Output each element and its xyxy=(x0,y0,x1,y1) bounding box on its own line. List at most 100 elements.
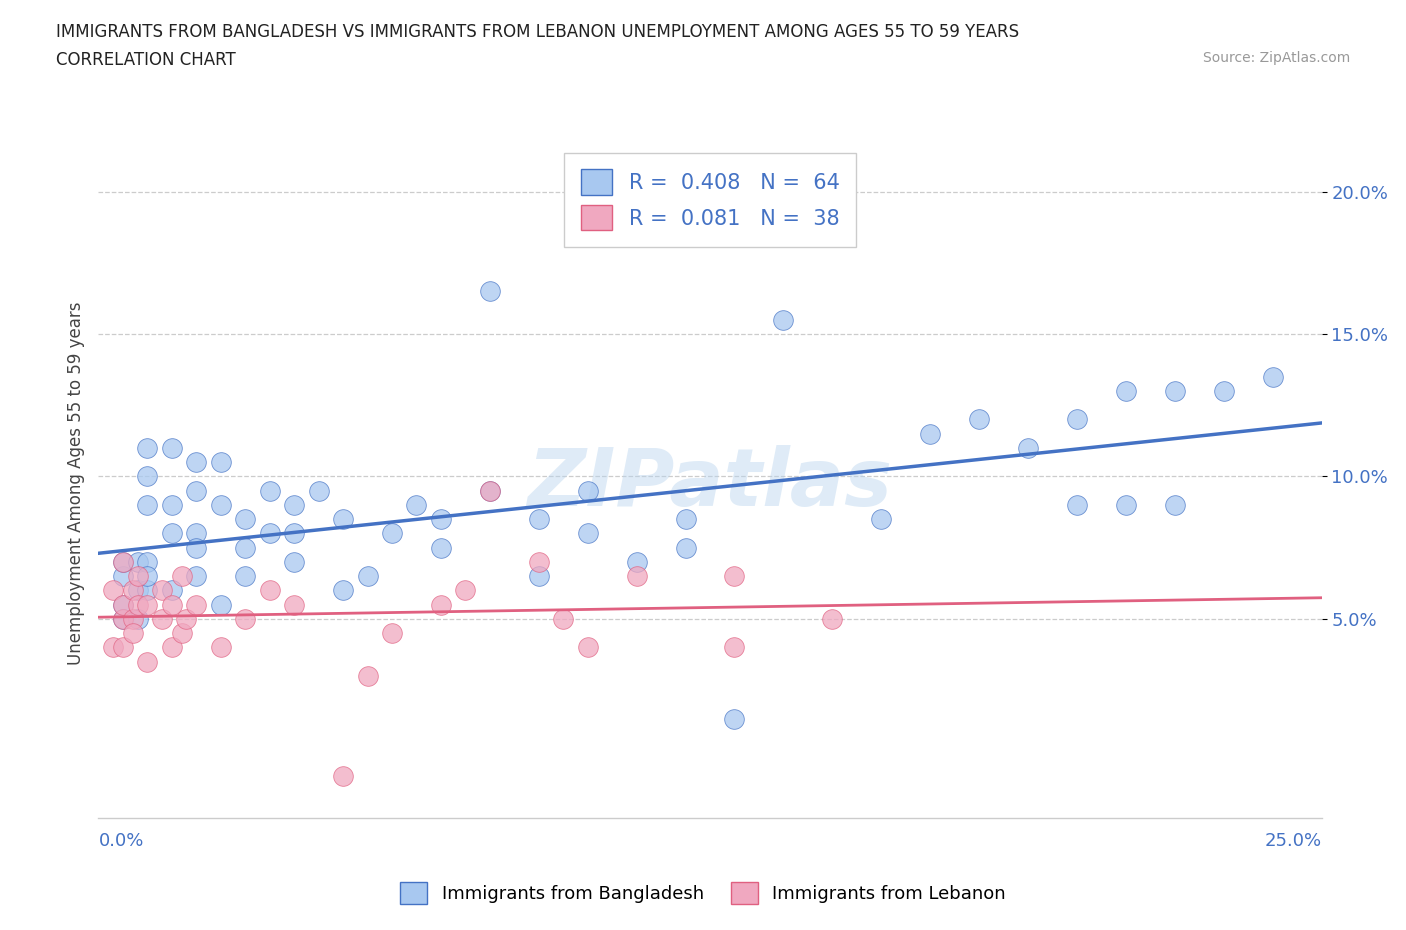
Point xyxy=(233,512,256,526)
Point xyxy=(553,612,575,627)
Point xyxy=(259,484,281,498)
Point xyxy=(160,441,183,456)
Point xyxy=(160,597,183,612)
Point xyxy=(186,455,208,470)
Point xyxy=(283,554,305,569)
Point xyxy=(527,512,550,526)
Point xyxy=(478,284,501,299)
Point xyxy=(430,597,453,612)
Point xyxy=(283,526,305,541)
Point xyxy=(405,498,427,512)
Point xyxy=(356,669,378,684)
Point xyxy=(332,583,354,598)
Point xyxy=(160,583,183,598)
Point xyxy=(186,540,208,555)
Point xyxy=(121,583,143,598)
Legend: R =  0.408   N =  64, R =  0.081   N =  38: R = 0.408 N = 64, R = 0.081 N = 38 xyxy=(564,153,856,247)
Point xyxy=(111,597,134,612)
Point xyxy=(332,512,354,526)
Point xyxy=(160,498,183,512)
Point xyxy=(1115,498,1137,512)
Point xyxy=(675,540,697,555)
Point xyxy=(127,612,149,627)
Text: 25.0%: 25.0% xyxy=(1264,832,1322,850)
Point xyxy=(160,526,183,541)
Point xyxy=(111,569,134,584)
Point xyxy=(127,583,149,598)
Point xyxy=(150,583,173,598)
Point xyxy=(160,640,183,655)
Point xyxy=(111,612,134,627)
Point xyxy=(233,569,256,584)
Y-axis label: Unemployment Among Ages 55 to 59 years: Unemployment Among Ages 55 to 59 years xyxy=(66,302,84,665)
Point xyxy=(209,498,232,512)
Point xyxy=(723,711,745,726)
Point xyxy=(111,597,134,612)
Point xyxy=(170,569,193,584)
Point xyxy=(127,569,149,584)
Point xyxy=(772,312,794,327)
Point xyxy=(136,469,159,484)
Point xyxy=(576,640,599,655)
Point xyxy=(527,569,550,584)
Point xyxy=(454,583,477,598)
Point xyxy=(430,512,453,526)
Point xyxy=(1017,441,1039,456)
Point xyxy=(121,626,143,641)
Point xyxy=(356,569,378,584)
Point xyxy=(259,583,281,598)
Point xyxy=(576,484,599,498)
Point xyxy=(1164,383,1187,398)
Point xyxy=(121,612,143,627)
Point xyxy=(259,526,281,541)
Point xyxy=(283,597,305,612)
Text: CORRELATION CHART: CORRELATION CHART xyxy=(56,51,236,69)
Point xyxy=(150,612,173,627)
Point xyxy=(186,597,208,612)
Point xyxy=(1066,412,1088,427)
Point xyxy=(430,540,453,555)
Text: IMMIGRANTS FROM BANGLADESH VS IMMIGRANTS FROM LEBANON UNEMPLOYMENT AMONG AGES 55: IMMIGRANTS FROM BANGLADESH VS IMMIGRANTS… xyxy=(56,23,1019,41)
Point xyxy=(233,540,256,555)
Legend: Immigrants from Bangladesh, Immigrants from Lebanon: Immigrants from Bangladesh, Immigrants f… xyxy=(392,875,1014,911)
Point xyxy=(626,554,648,569)
Text: Source: ZipAtlas.com: Source: ZipAtlas.com xyxy=(1202,51,1350,65)
Point xyxy=(1164,498,1187,512)
Point xyxy=(209,455,232,470)
Point xyxy=(381,526,404,541)
Point xyxy=(186,484,208,498)
Text: 0.0%: 0.0% xyxy=(98,832,143,850)
Point xyxy=(308,484,330,498)
Point xyxy=(127,597,149,612)
Point xyxy=(111,640,134,655)
Point xyxy=(111,554,134,569)
Point xyxy=(1261,369,1284,384)
Point xyxy=(381,626,404,641)
Point xyxy=(136,498,159,512)
Point xyxy=(186,526,208,541)
Point xyxy=(136,554,159,569)
Point xyxy=(136,441,159,456)
Point xyxy=(283,498,305,512)
Point xyxy=(136,583,159,598)
Text: ZIPatlas: ZIPatlas xyxy=(527,445,893,523)
Point xyxy=(209,640,232,655)
Point xyxy=(1115,383,1137,398)
Point xyxy=(233,612,256,627)
Point xyxy=(136,597,159,612)
Point xyxy=(209,597,232,612)
Point xyxy=(111,612,134,627)
Point xyxy=(478,484,501,498)
Point xyxy=(186,569,208,584)
Point xyxy=(176,612,198,627)
Point xyxy=(111,554,134,569)
Point xyxy=(101,583,124,598)
Point xyxy=(723,569,745,584)
Point xyxy=(626,569,648,584)
Point xyxy=(920,426,942,441)
Point xyxy=(101,640,124,655)
Point xyxy=(170,626,193,641)
Point xyxy=(723,640,745,655)
Point xyxy=(136,654,159,669)
Point xyxy=(1066,498,1088,512)
